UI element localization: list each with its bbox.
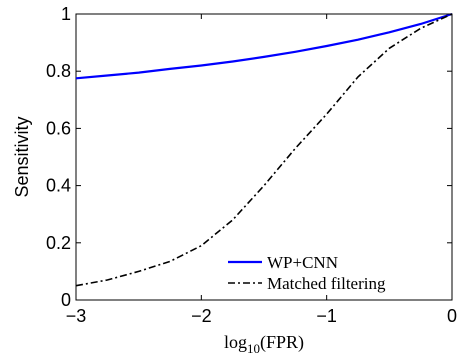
plot-frame bbox=[75, 13, 453, 301]
x-axis-label-argument: (FPR) bbox=[260, 332, 304, 353]
y-tick-label: 0.2 bbox=[46, 233, 71, 253]
x-tick-label: −3 bbox=[66, 306, 87, 326]
x-tick-label: −1 bbox=[316, 306, 337, 326]
legend-label-0: WP+CNN bbox=[267, 253, 338, 272]
series-line-0 bbox=[75, 12, 453, 80]
y-axis-label: Sensitivity bbox=[12, 116, 32, 197]
y-tick-label: 0.6 bbox=[46, 118, 71, 138]
y-tick-label: 0.4 bbox=[46, 176, 71, 196]
x-axis-label: log10(FPR) bbox=[224, 332, 304, 356]
x-tick-label: 0 bbox=[447, 306, 457, 326]
legend-label-1: Matched filtering bbox=[267, 274, 386, 293]
y-tick-label: 0.8 bbox=[46, 61, 71, 81]
series-line-1 bbox=[75, 13, 453, 287]
x-axis-label-base: log bbox=[224, 332, 247, 352]
y-tick-label: 1 bbox=[61, 4, 71, 24]
x-axis-label-subscript: 10 bbox=[247, 341, 260, 356]
x-tick-label: −2 bbox=[191, 306, 212, 326]
y-tick-label: 0 bbox=[61, 290, 71, 310]
